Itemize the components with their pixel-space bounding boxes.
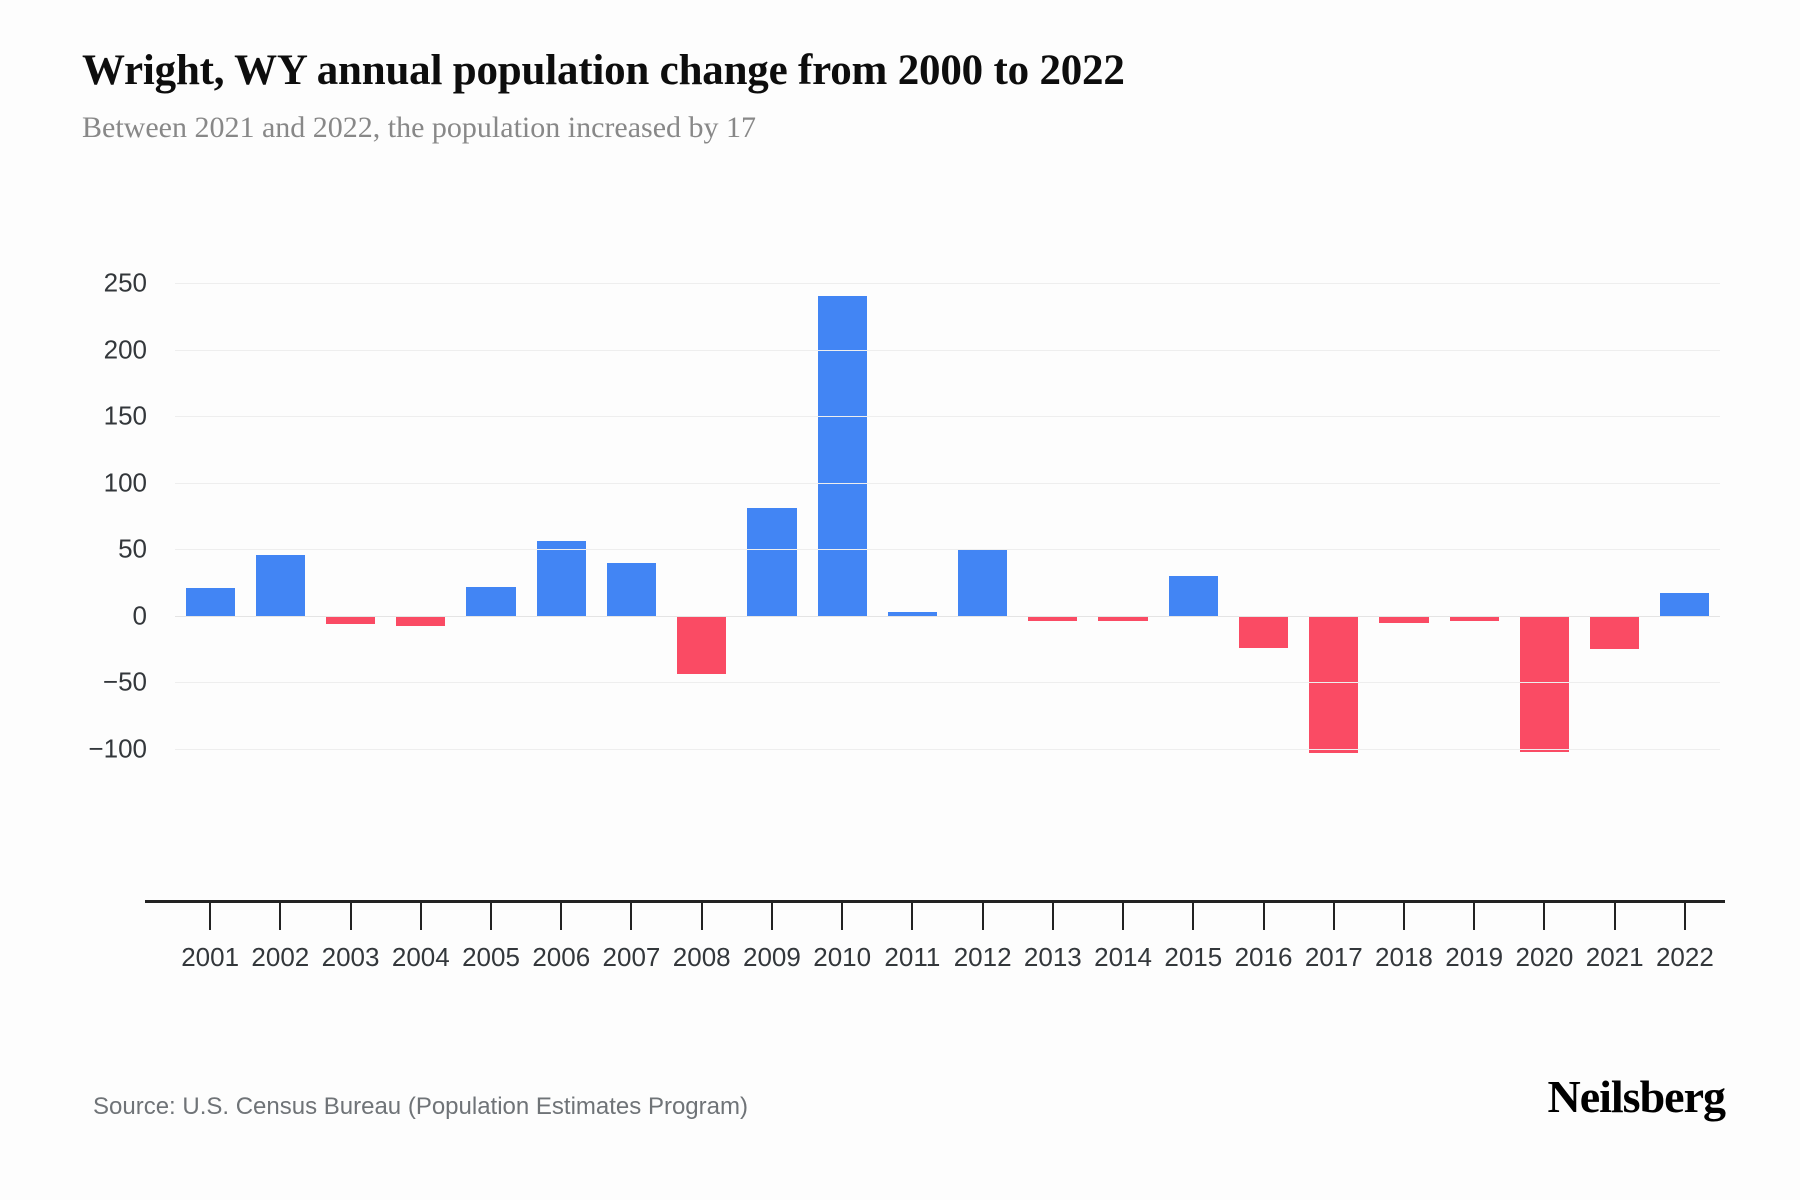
chart-header: Wright, WY annual population change from…: [82, 46, 1740, 145]
bar-2020[interactable]: [1519, 615, 1569, 752]
gridline: [175, 482, 1720, 484]
x-axis-tick-label-2004: 2004: [391, 942, 450, 972]
y-axis-tick-label: 100: [103, 467, 147, 498]
y-axis-tick-label: 200: [103, 334, 147, 365]
x-axis-tick: [841, 901, 844, 930]
x-axis-tick: [1051, 901, 1054, 930]
x-axis-tick: [1192, 901, 1195, 930]
bar-2001[interactable]: [185, 587, 235, 616]
x-axis-tick-label-2016: 2016: [1234, 942, 1293, 972]
bar-2007[interactable]: [606, 562, 657, 616]
bar-2002[interactable]: [255, 554, 305, 616]
x-axis-tick: [630, 901, 633, 930]
x-axis-tick-label-2008: 2008: [672, 942, 731, 972]
bar-2015[interactable]: [1168, 575, 1218, 616]
x-axis-tick-label-2006: 2006: [532, 942, 591, 972]
x-axis-tick-label-2019: 2019: [1445, 942, 1504, 972]
x-axis-tick-label-2001: 2001: [181, 942, 240, 972]
bar-2013[interactable]: [1028, 615, 1078, 621]
bar-2003[interactable]: [325, 615, 376, 624]
y-axis-tick-label: 150: [103, 400, 147, 431]
source-note: Source: U.S. Census Bureau (Population E…: [93, 1093, 748, 1120]
x-axis-tick: [279, 901, 282, 930]
x-axis-tick: [981, 901, 984, 930]
x-axis-tick-label-2017: 2017: [1304, 942, 1363, 972]
chart-subtitle: Between 2021 and 2022, the population in…: [82, 111, 757, 144]
x-axis-tick-label-2014: 2014: [1094, 942, 1152, 972]
x-axis-tick-label-2009: 2009: [743, 942, 801, 972]
bar-2012[interactable]: [958, 549, 1008, 616]
x-axis-tick-label-2007: 2007: [602, 942, 661, 972]
y-axis-tick-label: −50: [102, 666, 147, 697]
x-axis-tick-label-2012: 2012: [953, 942, 1012, 972]
bar-2006[interactable]: [536, 541, 586, 616]
bar-2010[interactable]: [817, 296, 867, 616]
y-axis-tick-label: 250: [103, 267, 147, 298]
x-axis-tick-label-2020: 2020: [1515, 942, 1574, 972]
x-axis-tick-label-2021: 2021: [1585, 942, 1644, 972]
bar-2016[interactable]: [1238, 615, 1289, 648]
x-axis-tick: [1473, 901, 1476, 930]
y-axis-tick-label: 50: [118, 533, 147, 564]
x-axis-tick-label-2005: 2005: [462, 942, 520, 972]
gridline: [175, 749, 1720, 750]
x-axis-tick-label-2003: 2003: [321, 942, 380, 972]
x-axis-tick: [1683, 901, 1686, 930]
x-axis-tick: [911, 901, 914, 930]
bar-2019[interactable]: [1449, 615, 1499, 621]
x-axis-tick: [1613, 901, 1616, 930]
x-axis-tick-label-2018: 2018: [1375, 942, 1433, 972]
bar-2021[interactable]: [1590, 615, 1640, 650]
x-axis-tick-label-2011: 2011: [884, 942, 941, 972]
page-title: Wright, WY annual population change from…: [82, 47, 1125, 94]
y-axis-tick-label: 0: [132, 600, 147, 631]
x-axis-tick-label-2002: 2002: [251, 942, 310, 972]
bar-2004[interactable]: [396, 615, 446, 627]
x-axis-tick: [1332, 901, 1335, 930]
x-axis-tick: [1262, 901, 1265, 930]
x-axis-tick-label-2013: 2013: [1023, 942, 1082, 972]
x-axis-tick: [560, 901, 563, 930]
bar-2022[interactable]: [1660, 593, 1710, 616]
x-axis-tick: [419, 901, 422, 930]
x-axis-tick-label-2015: 2015: [1164, 942, 1223, 972]
x-axis-tick-label-2010: 2010: [813, 942, 872, 972]
bar-2005[interactable]: [466, 586, 516, 616]
bar-2018[interactable]: [1379, 615, 1429, 623]
x-axis-tick: [770, 901, 773, 930]
plot-area: [175, 283, 1720, 753]
bar-2014[interactable]: [1098, 615, 1148, 622]
x-axis-tick: [349, 901, 352, 930]
x-axis-tick: [1543, 901, 1546, 930]
x-axis-tick-label-2022: 2022: [1655, 942, 1714, 972]
gridline: [175, 283, 1720, 284]
x-axis-tick: [700, 901, 703, 930]
bar-2011[interactable]: [887, 611, 937, 617]
gridline: [175, 549, 1720, 551]
bar-2009[interactable]: [747, 508, 797, 616]
y-axis-tick-label: −100: [88, 733, 147, 764]
x-axis-tick: [209, 901, 212, 930]
gridline: [175, 349, 1720, 351]
gridline: [175, 416, 1720, 418]
brand-logo: Neilsberg: [1547, 1071, 1726, 1122]
gridline: [175, 682, 1720, 684]
gridline: [175, 615, 1720, 617]
x-axis-tick: [490, 901, 493, 930]
bar-2017[interactable]: [1309, 615, 1359, 753]
bar-2008[interactable]: [677, 615, 727, 675]
x-axis-line: [145, 900, 1725, 903]
x-axis-tick: [1122, 901, 1125, 930]
bar-series: [175, 283, 1720, 753]
x-axis-tick: [1402, 901, 1405, 930]
